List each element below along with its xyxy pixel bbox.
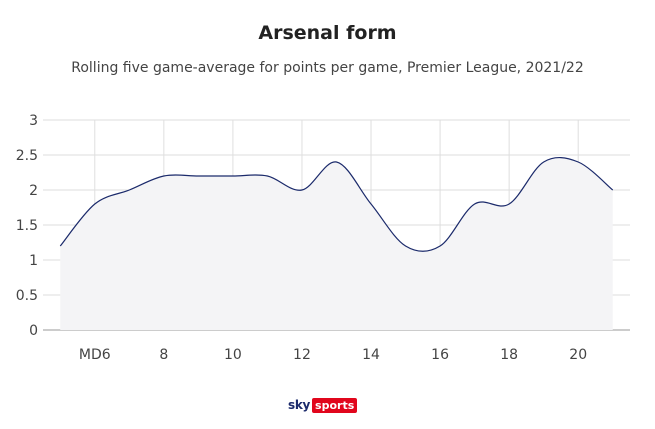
y-tick-label: 2.5 [16, 148, 38, 164]
data-point [473, 203, 476, 206]
data-point [577, 161, 580, 164]
data-point [300, 189, 303, 192]
chart-title: Arsenal form [258, 22, 397, 44]
chart-subtitle: Rolling five game-average for points per… [71, 60, 584, 76]
data-point [266, 175, 269, 178]
x-tick-label: 14 [362, 347, 380, 363]
data-point [439, 245, 442, 248]
x-tick-label: 16 [431, 347, 449, 363]
x-tick-label: 20 [569, 347, 587, 363]
y-tick-label: 3 [29, 113, 38, 129]
data-point [404, 245, 407, 248]
form-line [59, 157, 614, 252]
x-tick-label: 18 [500, 347, 518, 363]
data-point [335, 161, 338, 164]
data-point [508, 203, 511, 206]
data-point [162, 175, 165, 178]
sky-sports-logo: sky sports [288, 397, 358, 413]
y-tick-label: 1.5 [16, 218, 38, 234]
data-point [128, 189, 131, 192]
data-point [370, 203, 373, 206]
data-point [93, 203, 96, 206]
x-tick-label: 10 [224, 347, 242, 363]
y-tick-label: 1 [29, 253, 38, 269]
data-point [59, 245, 62, 248]
data-point [197, 175, 200, 178]
data-point [611, 189, 614, 192]
y-tick-label: 2 [29, 183, 38, 199]
x-tick-label: MD6 [79, 347, 111, 363]
x-tick-label: 12 [293, 347, 311, 363]
form-area [60, 157, 613, 330]
y-tick-label: 0.5 [16, 288, 38, 304]
x-tick-label: 8 [159, 347, 168, 363]
y-tick-label: 0 [29, 323, 38, 339]
data-point [231, 175, 234, 178]
data-point [542, 161, 545, 164]
